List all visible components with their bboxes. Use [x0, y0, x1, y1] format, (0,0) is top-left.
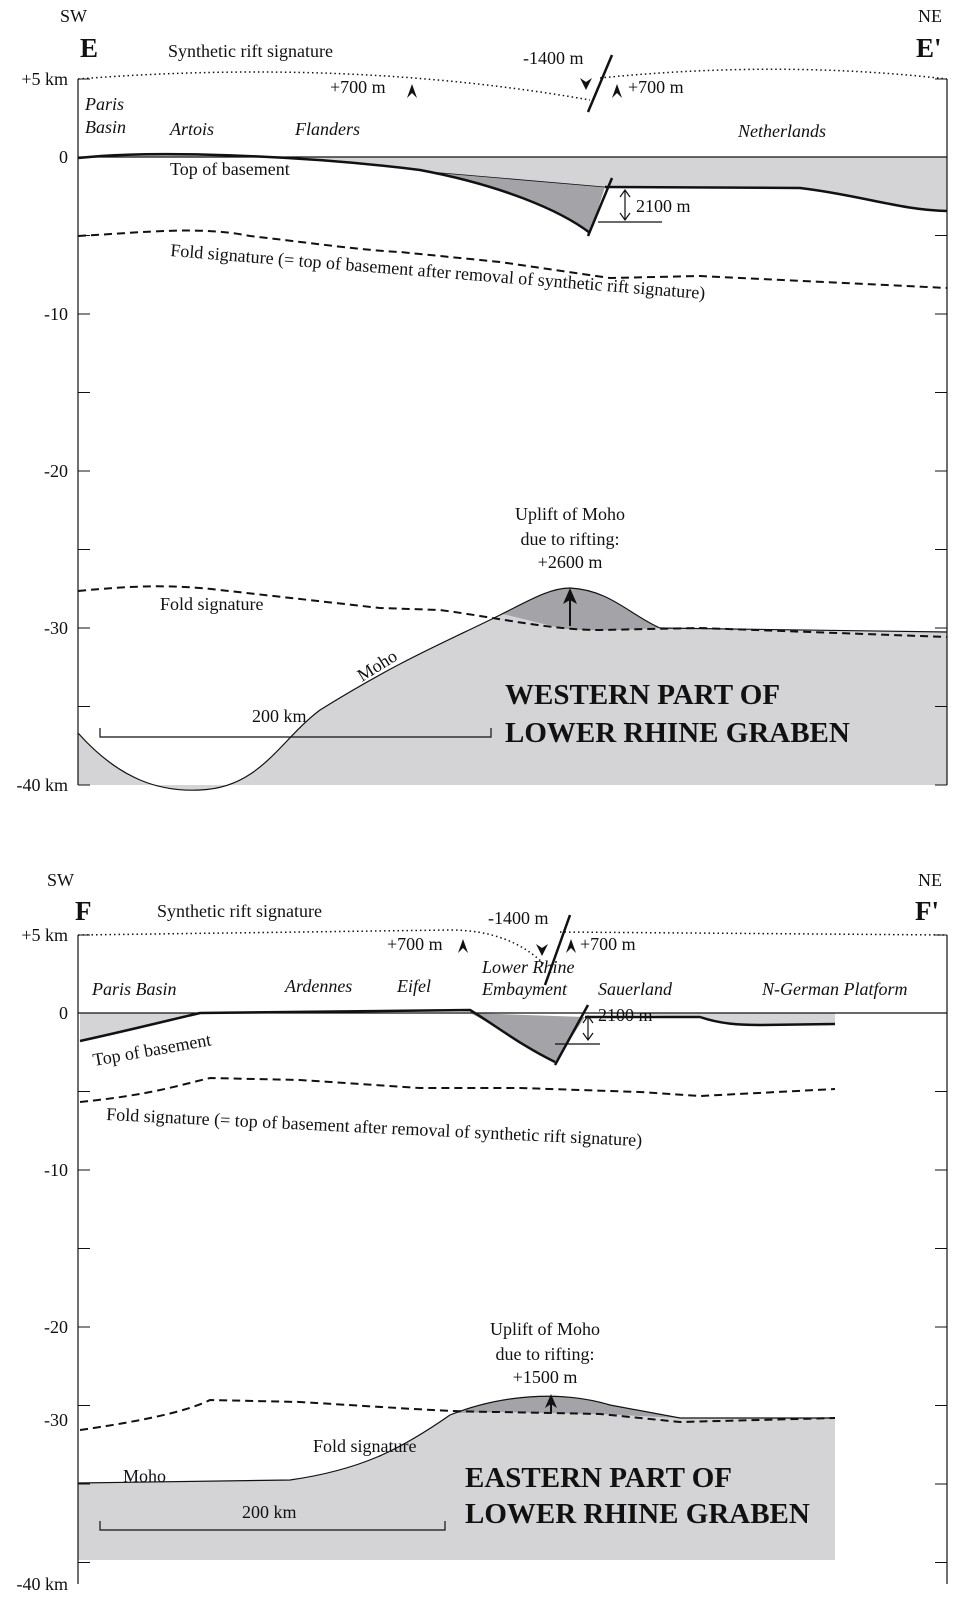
depth-tick-label: -40 km	[17, 775, 69, 795]
moho-uplift-label: +1500 m	[513, 1367, 578, 1387]
depth-tick-label: -10	[44, 304, 68, 324]
panel-title: LOWER RHINE GRABEN	[465, 1498, 810, 1530]
moho-uplift-label: due to rifting:	[496, 1344, 595, 1364]
scale-label: 200 km	[252, 706, 307, 726]
fold-label: Fold signature	[160, 594, 264, 614]
moho-uplift-label: due to rifting:	[521, 529, 620, 549]
region-label: Basin	[85, 117, 126, 137]
basement-label: Top of basement	[170, 159, 290, 179]
uplift-label: +700 m	[580, 934, 636, 954]
rift-label: Synthetic rift signature	[157, 901, 322, 921]
uplift-label: +700 m	[387, 934, 443, 954]
offset-label: 2100 m	[636, 196, 691, 216]
region-label: Embayment	[481, 979, 568, 999]
rift-label: Synthetic rift signature	[168, 41, 333, 61]
region-label: Eifel	[396, 976, 431, 996]
panel-title: WESTERN PART OF	[505, 679, 780, 711]
diagram: SW NE E E' +5 km 0 -10 -20 -30 -40 km Paris Basin Ar…	[0, 0, 974, 1608]
uplift-label: +700 m	[330, 77, 386, 97]
direction-label: NE	[918, 6, 942, 26]
panel-title: EASTERN PART OF	[465, 1462, 732, 1494]
panel-title: LOWER RHINE GRABEN	[505, 717, 850, 749]
fault-throw: -1400 m	[488, 908, 549, 928]
region-label: N-German Platform	[761, 979, 908, 999]
region-label: Ardennes	[284, 976, 352, 996]
fold-label: Fold signature (= top of basement after …	[106, 1104, 643, 1151]
direction-label: SW	[47, 870, 74, 890]
depth-tick-label: +5 km	[21, 69, 68, 89]
moho-uplift-label: Uplift of Moho	[490, 1319, 600, 1339]
section-start: E	[80, 33, 98, 63]
region-label: Paris	[84, 94, 124, 114]
fold-label: Fold signature (= top of basement after …	[170, 240, 706, 304]
section-end: F'	[915, 896, 939, 926]
fold-label: Fold signature	[313, 1436, 417, 1456]
moho-label: Moho	[123, 1466, 166, 1486]
moho-uplift-label: +2600 m	[538, 552, 603, 572]
depth-tick-label: -40 km	[17, 1574, 69, 1594]
region-label: Netherlands	[737, 121, 826, 141]
fault-throw: -1400 m	[523, 48, 584, 68]
section-start: F	[75, 896, 92, 926]
depth-tick-label: -20	[44, 461, 68, 481]
depth-tick-label: 0	[59, 147, 68, 167]
uplift-label: +700 m	[628, 77, 684, 97]
depth-tick-label: -20	[44, 1317, 68, 1337]
offset-label: 2100 m	[598, 1005, 653, 1025]
region-label: Artois	[169, 119, 214, 139]
depth-tick-label: +5 km	[21, 925, 68, 945]
depth-tick-label: -30	[44, 1410, 68, 1430]
region-label: Flanders	[294, 119, 360, 139]
depth-tick-label: -10	[44, 1160, 68, 1180]
direction-label: SW	[60, 6, 87, 26]
depth-tick-label: -30	[44, 618, 68, 638]
region-label: Sauerland	[598, 979, 673, 999]
section-end: E'	[916, 33, 942, 63]
direction-label: NE	[918, 870, 942, 890]
moho-uplift-label: Uplift of Moho	[515, 504, 625, 524]
region-label: Lower Rhine	[481, 957, 575, 977]
scale-label: 200 km	[242, 1502, 297, 1522]
region-label: Paris Basin	[91, 979, 177, 999]
depth-tick-label: 0	[59, 1003, 68, 1023]
